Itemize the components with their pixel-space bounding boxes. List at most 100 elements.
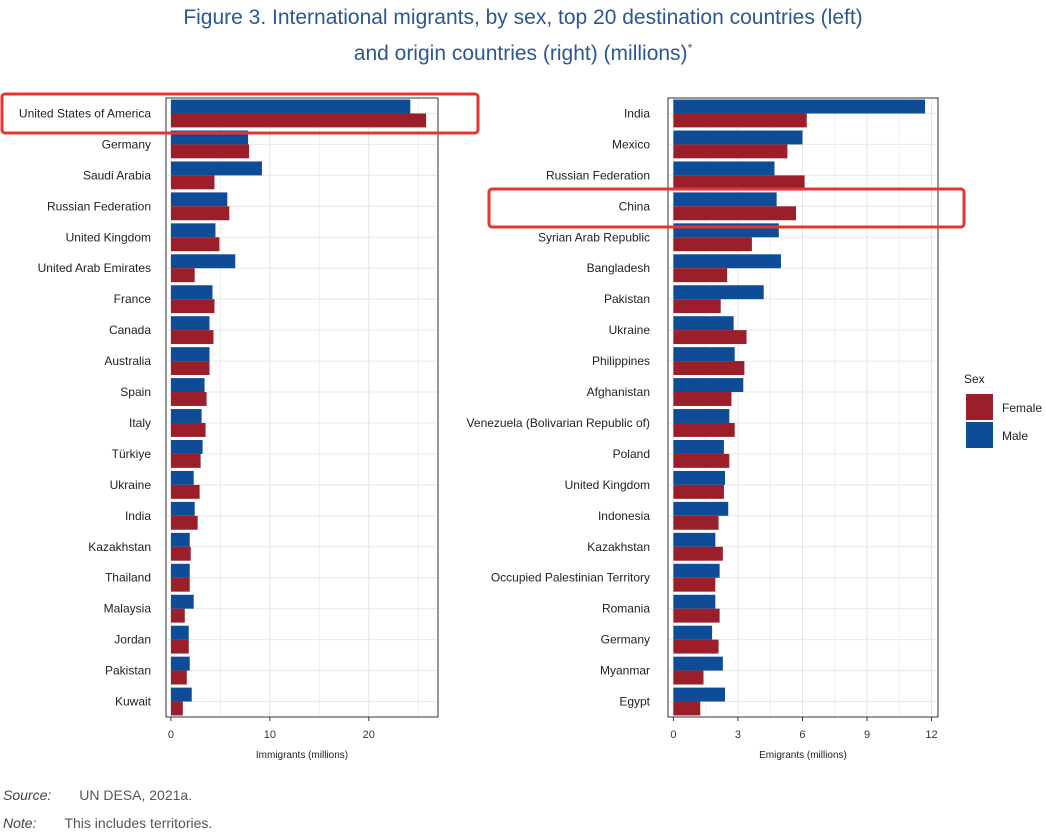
category-label: Romania [602,602,650,616]
bar-female-indonesia [673,515,719,530]
category-label: Bangladesh [587,261,650,275]
legend-label-female: Female [1002,401,1042,415]
bar-female-india [170,515,198,530]
bar-female-occupied-palestinian-territory [673,577,716,592]
category-label: Saudi Arabia [83,168,151,182]
figure-title-line1: Figure 3. International migrants, by sex… [183,6,863,29]
bar-male-jordan [170,625,189,640]
category-label: Russian Federation [546,168,650,182]
bar-male-germany [673,625,713,640]
bar-female-syrian-arab-republic [673,237,752,252]
bar-male-syrian-arab-republic [673,223,779,238]
category-label: Egypt [619,695,650,709]
category-label: Venezuela (Bolivarian Republic of) [467,416,650,430]
x-tick-label: 20 [363,729,375,741]
bar-male-pakistan [673,285,764,300]
figure-title-line2: and origin countries (right) (millions)* [0,33,1046,69]
category-label: United Arab Emirates [38,261,151,275]
bar-male-australia [170,347,210,362]
bar-female-bangladesh [673,268,728,283]
bar-female-italy [170,422,206,437]
category-label: United Kingdom [565,478,650,492]
bar-female-russian-federation [673,175,805,190]
bar-male-ukraine [170,470,194,485]
bar-male-russian-federation [170,192,228,207]
category-label: Myanmar [600,664,650,678]
bar-female-thailand [170,577,190,592]
x-tick-label: 0 [670,729,676,741]
category-label: Thailand [105,571,151,585]
bar-male-kuwait [170,687,192,702]
category-label: Spain [120,385,151,399]
bar-male-spain [170,378,205,393]
plot-border [667,97,939,718]
bar-male-united-arab-emirates [170,254,236,269]
bar-female-romania [673,608,720,623]
bar-female-kazakhstan [673,546,723,561]
bar-male-france [170,285,213,300]
bar-female-kazakhstan [170,546,191,561]
x-axis-label: Immigrants (millions) [256,750,348,761]
legend-title: Sex [964,372,985,386]
category-label: Canada [109,323,151,337]
bar-male-afghanistan [673,378,744,393]
bar-male-kazakhstan [170,532,190,547]
bar-male-united-states-of-america [170,99,411,114]
category-label: Pakistan [604,292,650,306]
source-label: Source: [3,787,52,803]
bar-female-india [673,113,807,128]
bar-female-united-kingdom [673,484,724,499]
category-label: India [624,106,650,120]
category-label: Russian Federation [47,199,151,213]
category-label: Afghanistan [587,385,650,399]
bar-male-bangladesh [673,254,781,269]
footnote: Note: This includes territories. [3,815,212,831]
x-tick-label: 10 [264,729,276,741]
bar-male-india [170,501,195,516]
category-label: France [114,292,152,306]
category-label: Australia [104,354,151,368]
bar-male-thailand [170,563,190,578]
category-label: United States of America [19,106,151,120]
bar-female-france [170,299,215,314]
category-label: Kazakhstan [587,540,650,554]
bar-female-united-kingdom [170,237,220,252]
bar-male-italy [170,409,202,423]
category-label: Jordan [114,633,151,647]
category-label: Malaysia [104,602,152,616]
bar-female-pakistan [673,299,721,314]
bar-female-canada [170,330,214,345]
bar-female-australia [170,361,210,376]
bar-male-india [673,99,926,114]
note-label: Note: [3,815,37,831]
bar-male-occupied-palestinian-territory [673,563,720,578]
category-label: United Kingdom [66,230,151,244]
bar-male-philippines [673,347,735,362]
bar-female-saudi-arabia [170,175,215,190]
bar-female-malaysia [170,608,185,623]
footnote-marker: * [687,41,693,55]
origin-chart: India Mexico Russian Federation China Syrian… [467,97,966,761]
bar-male-t-rkiye [170,439,203,454]
category-label: India [125,509,151,523]
bar-female-afghanistan [673,392,732,406]
bar-female-ukraine [170,484,200,499]
x-tick-label: 0 [168,729,174,741]
category-label: Ukraine [110,478,152,492]
bar-female-ukraine [673,330,747,345]
bar-female-pakistan [170,670,187,685]
x-axis-label: Emigrants (millions) [759,750,847,761]
category-label: Kuwait [115,695,152,709]
bar-male-mexico [673,130,803,145]
category-label: Occupied Palestinian Territory [491,571,650,585]
bar-female-germany [673,639,719,654]
category-label: Indonesia [598,509,650,523]
bar-female-myanmar [673,670,704,685]
bar-male-myanmar [673,656,723,671]
bar-female-germany [170,144,250,159]
category-label: Türkiye [112,447,152,461]
source-text: UN DESA, 2021a. [79,787,193,803]
legend: Sex Female Male [964,372,1042,448]
highlight-box-united-states-of-america [0,92,480,135]
